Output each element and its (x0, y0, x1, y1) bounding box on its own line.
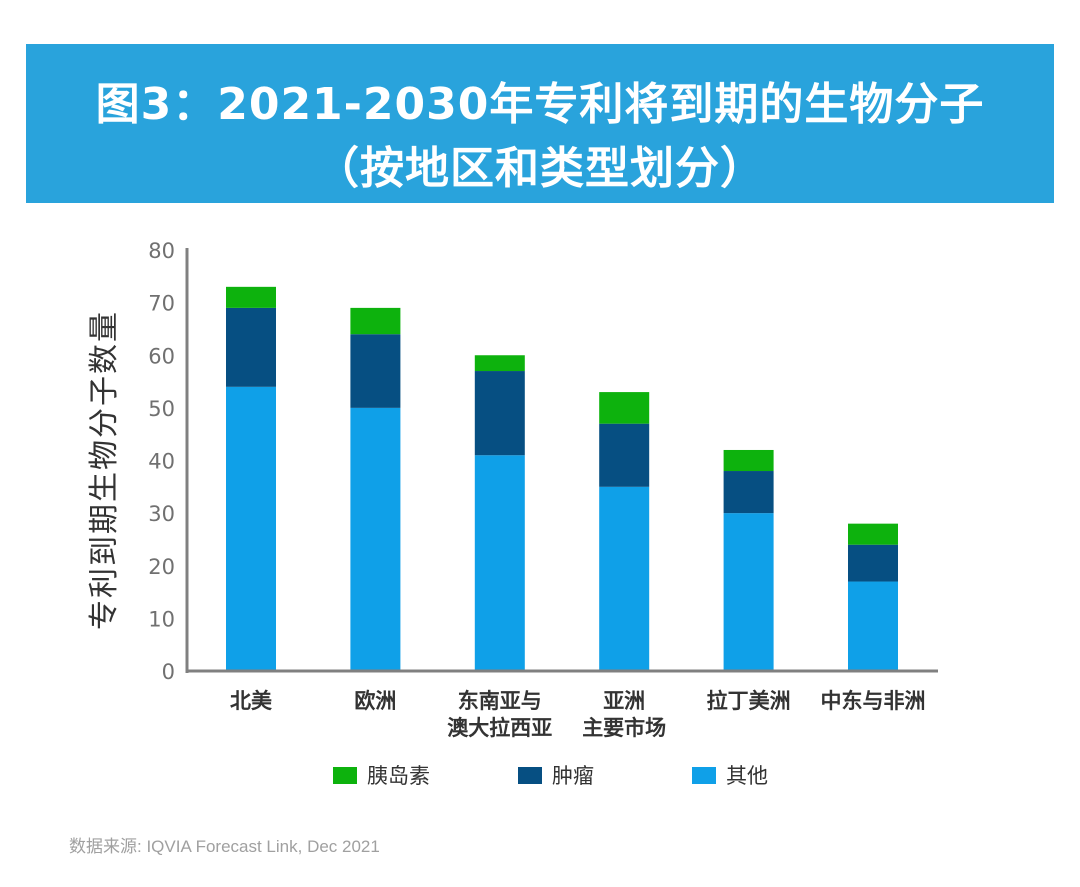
bar-segment-oncology-5 (848, 544, 898, 582)
bar-segment-other-2 (474, 455, 525, 671)
legend-item-oncology: 肿瘤 (518, 760, 594, 790)
bar-segment-other-3 (599, 486, 650, 671)
legend-label-oncology: 肿瘤 (552, 764, 594, 788)
y-tick-label-80: 80 (148, 239, 175, 263)
bar-segment-oncology-3 (599, 423, 650, 487)
bar-segment-insulin-3 (599, 392, 650, 424)
chart-title-line1: 图3：2021-2030年专利将到期的生物分子 (95, 79, 985, 130)
bar-segment-oncology-0 (226, 307, 276, 387)
source-note: 数据来源: IQVIA Forecast Link, Dec 2021 (69, 837, 380, 856)
x-tick-label-1: 欧洲 (354, 689, 396, 713)
x-tick-label-0: 北美 (230, 689, 272, 713)
bar-segment-oncology-4 (723, 471, 774, 514)
chart-title-line2: （按地区和类型划分） (315, 143, 765, 194)
bar-segment-other-4 (723, 513, 774, 671)
bar-segment-insulin-2 (474, 355, 525, 372)
bar-segment-oncology-2 (474, 371, 525, 456)
x-tick-label-3: 亚洲 (603, 689, 645, 713)
x-tick-label-2: 东南亚与 (458, 689, 542, 713)
y-tick-label-30: 30 (148, 502, 175, 526)
legend-swatch-oncology (518, 766, 542, 784)
y-axis-title: 专利到期生物分子数量 (87, 310, 122, 630)
bar-segment-oncology-1 (350, 334, 401, 408)
y-tick-label-70: 70 (148, 292, 175, 316)
legend-item-other: 其他 (692, 760, 768, 790)
legend-label-insulin: 胰岛素 (367, 764, 430, 788)
x-tick-label-4: 拉丁美洲 (707, 689, 791, 713)
legend-swatch-insulin (333, 766, 357, 784)
bar-segment-other-1 (350, 407, 401, 671)
y-tick-label-0: 0 (162, 660, 175, 684)
x-tick-label-2: 澳大拉西亚 (447, 716, 552, 740)
bar-segment-other-0 (226, 386, 276, 671)
bar-segment-other-5 (848, 581, 898, 671)
bar-segment-insulin-5 (848, 523, 898, 545)
legend-item-insulin: 胰岛素 (333, 760, 430, 790)
x-tick-label-3: 主要市场 (582, 716, 666, 740)
bar-segment-insulin-4 (723, 449, 774, 472)
title-banner: 图3：2021-2030年专利将到期的生物分子 （按地区和类型划分） (26, 44, 1054, 203)
bar-segment-insulin-1 (350, 307, 401, 335)
x-tick-label-5: 中东与非洲 (821, 689, 926, 713)
legend-label-other: 其他 (726, 764, 768, 788)
legend-swatch-other (692, 766, 716, 784)
bar-segment-insulin-0 (226, 286, 276, 308)
y-tick-label-60: 60 (148, 344, 175, 368)
y-tick-label-50: 50 (148, 397, 175, 421)
y-tick-label-10: 10 (148, 607, 175, 631)
y-tick-label-40: 40 (148, 450, 175, 474)
y-tick-label-20: 20 (148, 555, 175, 579)
legend: 胰岛素 肿瘤 其他 (0, 760, 1080, 788)
